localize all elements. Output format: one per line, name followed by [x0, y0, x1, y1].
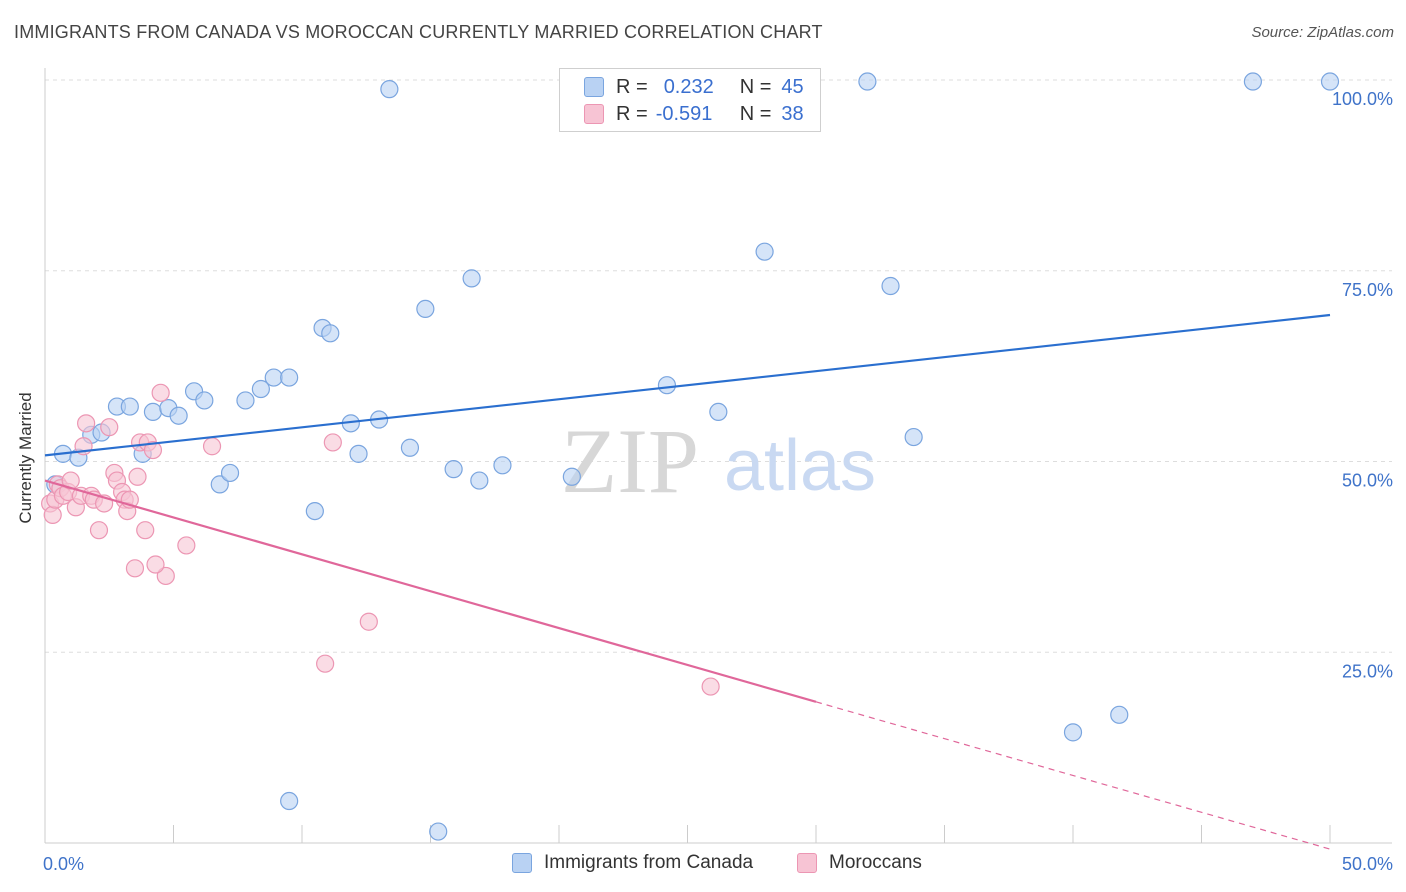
- moroccan-point: [323, 433, 342, 452]
- canada-point: [1063, 723, 1083, 742]
- canada-point: [280, 791, 299, 811]
- canada-point: [858, 72, 877, 91]
- points-layer: [41, 72, 1340, 841]
- canada-point: [400, 438, 420, 457]
- moroccan-point: [156, 566, 175, 586]
- canada-point: [1243, 72, 1263, 91]
- moroccan-point: [77, 414, 96, 433]
- y-tick-label: 50.0%: [1342, 471, 1393, 491]
- canada-point: [143, 402, 163, 422]
- moroccan-point: [359, 612, 378, 631]
- canada-point: [904, 427, 923, 447]
- canada-point: [349, 444, 368, 463]
- chart-title: IMMIGRANTS FROM CANADA VS MOROCCAN CURRE…: [14, 22, 823, 42]
- canada-point: [280, 368, 299, 387]
- moroccan-point: [146, 555, 165, 574]
- canada-point: [380, 80, 399, 99]
- canada-point: [493, 456, 512, 475]
- watermark: ZIP atlas: [561, 410, 876, 512]
- moroccan-point: [136, 521, 155, 540]
- series-swatch-moroccan: [797, 853, 817, 873]
- correlation-legend: R = 0.232 N = 45 R = -0.591 N = 38: [559, 68, 821, 132]
- canada-point: [657, 376, 677, 395]
- moroccan-point: [701, 677, 720, 696]
- canada-point: [220, 463, 240, 483]
- legend-n-label: N =: [739, 102, 772, 125]
- y-tick-label: 75.0%: [1342, 280, 1393, 300]
- legend-n-value: 45: [781, 75, 804, 98]
- canada-point: [709, 402, 728, 422]
- canada-point: [236, 391, 255, 410]
- moroccan-trend-extension: [815, 701, 1331, 850]
- canada-point: [1110, 705, 1129, 724]
- moroccan-point: [43, 505, 62, 525]
- series-legend: Immigrants from Canada Moroccans: [0, 852, 1406, 878]
- legend-row-canada: R = 0.232 N = 45: [584, 74, 804, 100]
- canada-point: [321, 324, 340, 343]
- x-tick-label: 50.0%: [1342, 854, 1393, 874]
- canada-point: [195, 391, 214, 410]
- tick-labels-layer: 25.0% 50.0% 75.0% 100.0% 0.0% 50.0%: [43, 89, 1393, 874]
- canada-point: [305, 501, 324, 521]
- canada-point: [251, 379, 270, 399]
- grid-layer: [45, 79, 1392, 653]
- moroccan-trend-line: [44, 479, 817, 703]
- moroccan-point: [128, 467, 147, 486]
- x-tick-label: 0.0%: [43, 854, 84, 874]
- moroccan-point: [202, 437, 222, 456]
- canada-point: [210, 475, 229, 494]
- moroccan-point: [125, 559, 145, 578]
- moroccan-point: [143, 440, 163, 460]
- canada-point: [416, 299, 435, 318]
- legend-row-moroccan: R = -0.591 N = 38: [584, 101, 804, 127]
- axis-layer: [44, 68, 1392, 844]
- series-label-canada: Immigrants from Canada: [544, 852, 754, 873]
- series-legend-moroccan: Moroccans: [797, 852, 922, 874]
- source-label: Source: ZipAtlas.com: [1251, 24, 1394, 41]
- moroccan-point: [100, 418, 119, 437]
- legend-r-label: R =: [616, 102, 648, 125]
- canada-point: [881, 276, 900, 296]
- moroccan-point: [316, 654, 335, 673]
- canada-point: [562, 467, 581, 486]
- canada-point: [429, 822, 448, 841]
- series-swatch-canada: [512, 853, 532, 873]
- legend-r-value: 0.232: [663, 75, 714, 98]
- watermark-zip: ZIP: [561, 410, 699, 512]
- legend-swatch-canada: [584, 77, 604, 97]
- legend-r-value: -0.591: [655, 102, 713, 125]
- canada-point: [169, 406, 188, 425]
- moroccan-point: [89, 521, 109, 540]
- y-tick-label: 100.0%: [1332, 89, 1393, 109]
- canada-point: [120, 397, 139, 416]
- series-legend-canada: Immigrants from Canada: [512, 852, 753, 874]
- legend-r-label: R =: [616, 75, 648, 98]
- canada-point: [1320, 72, 1340, 91]
- legend-n-value: 38: [781, 102, 804, 125]
- moroccan-point: [177, 536, 196, 555]
- legend-swatch-moroccan: [584, 104, 604, 124]
- canada-point: [470, 471, 489, 490]
- series-label-moroccan: Moroccans: [829, 852, 922, 873]
- watermark-atlas: atlas: [724, 426, 876, 506]
- moroccan-point: [151, 383, 170, 402]
- canada-trend-line: [44, 313, 1331, 457]
- legend-n-label: N =: [739, 75, 772, 98]
- canada-point: [264, 368, 283, 387]
- canada-point: [462, 269, 481, 288]
- y-tick-label: 25.0%: [1342, 661, 1393, 681]
- canada-point: [755, 242, 774, 261]
- trend-lines-layer: [44, 313, 1331, 850]
- canada-point: [444, 460, 463, 479]
